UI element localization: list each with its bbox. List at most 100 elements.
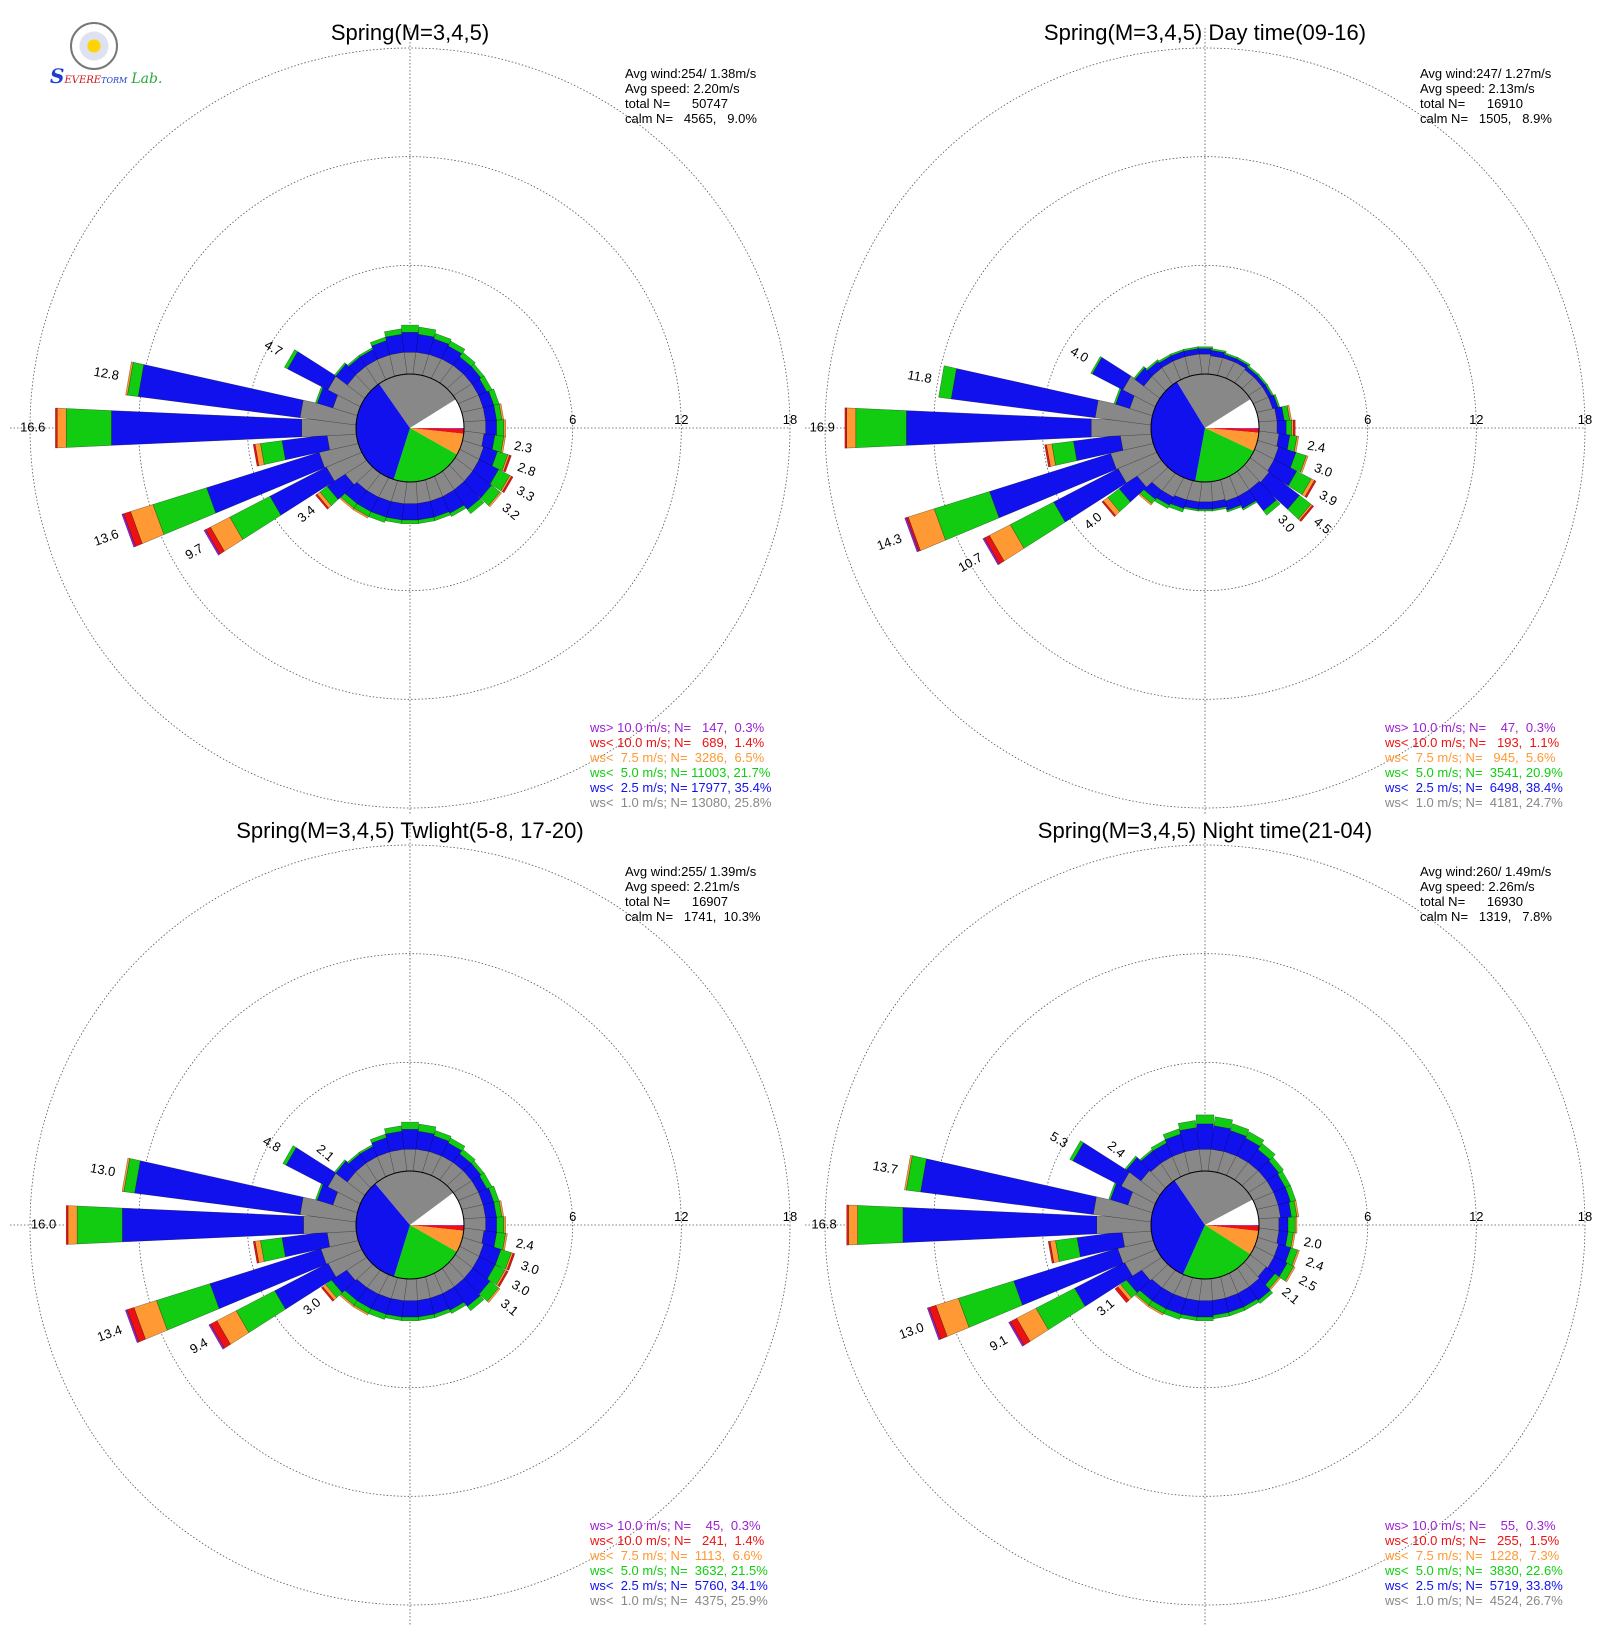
- wind-bar-segment: [1236, 356, 1251, 367]
- wind-bar-segment: [1286, 419, 1292, 437]
- windrose-panel-4: 2.02.42.52.13.19.113.016.813.75.3 2.46 12 1…: [805, 818, 1592, 1625]
- direction-value-label: 14.3: [875, 530, 904, 553]
- wind-bar-segment: [1291, 1249, 1300, 1267]
- stats-line: calm N= 4565, 9.0%: [625, 111, 757, 126]
- wind-bar-segment: [156, 1283, 220, 1331]
- pie-slice: [1176, 374, 1251, 428]
- wind-bar-segment: [401, 324, 419, 333]
- wind-bar-segment: [315, 386, 324, 404]
- wind-bar-segment: [1101, 500, 1116, 517]
- ring-label: 18: [783, 1209, 797, 1224]
- pie-slice: [393, 1225, 457, 1279]
- ring-label: 6: [1364, 412, 1371, 427]
- wind-bar-segment: [401, 1316, 419, 1321]
- stats-line: Avg wind:247/ 1.27m/s: [1420, 66, 1552, 81]
- legend-entry: ws< 2.5 m/s; N= 6498, 38.4%: [1384, 780, 1563, 795]
- wind-bar-segment: [401, 1300, 419, 1318]
- wind-bar-segment: [339, 497, 354, 510]
- wind-bar-segment: [1278, 1217, 1289, 1233]
- wind-bar-segment: [1183, 346, 1199, 352]
- range-ring: [933, 953, 1477, 1497]
- wind-bar-segment: [503, 1216, 506, 1234]
- legend-entry: ws> 10.0 m/s; N= 55, 0.3%: [1384, 1518, 1556, 1533]
- pie-slice: [379, 374, 456, 428]
- wind-bar-segment: [352, 508, 369, 519]
- wind-bar-segment: [1163, 1308, 1182, 1320]
- direction-value-label: 4.8: [260, 1133, 283, 1155]
- wind-bar-segment: [339, 1294, 354, 1307]
- wind-bar-segment: [502, 476, 514, 493]
- stats-line: Avg speed: 2.26m/s: [1420, 879, 1535, 894]
- wind-bar-segment: [368, 511, 387, 523]
- legend-entry: ws< 1.0 m/s; N= 13080, 25.8%: [589, 795, 772, 810]
- wind-bar-segment: [1134, 1294, 1149, 1307]
- legend-entry: ws< 5.0 m/s; N= 3830, 22.6%: [1384, 1563, 1563, 1578]
- wind-bar-segment: [933, 491, 1000, 541]
- wind-bar-segment: [902, 1207, 1097, 1243]
- logo-word-evere: EVERE: [64, 75, 102, 86]
- stats-line: Avg wind:255/ 1.39m/s: [625, 864, 757, 879]
- stats-line: Avg speed: 2.13m/s: [1420, 81, 1535, 96]
- direction-value-label: 5.3: [1048, 1129, 1071, 1151]
- wind-bar-segment: [844, 407, 847, 449]
- wind-bar-segment: [447, 340, 466, 355]
- wind-bar-segment: [260, 1237, 286, 1262]
- wind-bar-segment: [467, 1295, 485, 1311]
- wind-bar-segment: [449, 1302, 467, 1314]
- panel-title: Spring(M=3,4,5) Day time(09-16): [1044, 20, 1366, 45]
- direction-value-label: 13.7: [872, 1158, 900, 1177]
- legend-entry: ws< 1.0 m/s; N= 4181, 24.7%: [1384, 795, 1563, 810]
- direction-value-label: 3.1: [498, 1296, 521, 1319]
- wind-bar-segment: [1226, 504, 1243, 513]
- wind-bar-segment: [125, 1309, 139, 1343]
- pie-slice: [410, 1225, 464, 1227]
- wind-bar-segment: [906, 410, 1092, 446]
- direction-value-label: 9.4: [187, 1335, 210, 1357]
- wind-bar-segment: [1114, 1286, 1130, 1303]
- wind-bar-segment: [447, 1137, 466, 1152]
- legend-entry: ws< 10.0 m/s; N= 255, 1.5%: [1384, 1533, 1560, 1548]
- direction-value-label: 2.4: [515, 1235, 535, 1253]
- stats-line: Avg wind:260/ 1.49m/s: [1420, 864, 1552, 879]
- range-ring: [138, 953, 682, 1497]
- wind-bar-segment: [1245, 1131, 1265, 1147]
- wind-bar-segment: [1257, 1290, 1273, 1304]
- direction-value-label: 9.7: [182, 540, 205, 562]
- wind-bar-segment: [982, 537, 1000, 566]
- direction-value-label: 16.8: [811, 1216, 836, 1231]
- pie-slice: [375, 1171, 454, 1225]
- wind-bar-segment: [1197, 348, 1213, 355]
- wind-bar-segment: [904, 1155, 913, 1191]
- wind-bar-segment: [418, 1123, 437, 1135]
- wind-bar-segment: [1294, 1200, 1299, 1218]
- wind-bar-segment: [1055, 1237, 1081, 1262]
- ring-label: 12: [674, 412, 688, 427]
- wind-bar-segment: [282, 1145, 297, 1166]
- direction-value-label: 3.3: [514, 482, 537, 504]
- wind-bar-segment: [121, 513, 136, 548]
- wind-bar-segment: [284, 349, 298, 370]
- ring-label: 6: [1364, 1209, 1371, 1224]
- stats-line: Avg speed: 2.20m/s: [625, 81, 740, 96]
- direction-value-label: 2.3: [513, 438, 533, 456]
- wind-bar-segment: [1044, 444, 1051, 468]
- direction-value-label: 2.5: [1296, 1272, 1319, 1294]
- pie-slice: [410, 399, 464, 428]
- wind-bar-segment: [208, 1323, 225, 1350]
- wind-bar-segment: [121, 1157, 130, 1192]
- plot-area: 2.3 2.8 3.33.2 3.4 9.7 13.6 16.6 12.8 4.7: [10, 28, 791, 815]
- direction-value-label: 2.1: [1279, 1284, 1302, 1307]
- severe-storm-lab-logo: SEVERETORM Lab.: [50, 22, 162, 88]
- wind-bar-segment: [904, 517, 919, 553]
- wind-bar-segment: [1304, 480, 1317, 498]
- wind-bar-segment: [1051, 440, 1078, 466]
- stats-line: total N= 16930: [1420, 894, 1523, 909]
- panel-title: Spring(M=3,4,5): [331, 20, 489, 45]
- wind-bar-segment: [1299, 505, 1314, 522]
- pie-slice: [1182, 1225, 1251, 1280]
- wind-bar-segment: [1230, 1123, 1250, 1137]
- plot-area: 2.02.42.52.13.19.113.016.813.75.3 2.4: [805, 825, 1586, 1625]
- stats-line: total N= 16907: [625, 894, 728, 909]
- pie-slice: [1205, 399, 1259, 428]
- ring-label: 12: [1469, 1209, 1483, 1224]
